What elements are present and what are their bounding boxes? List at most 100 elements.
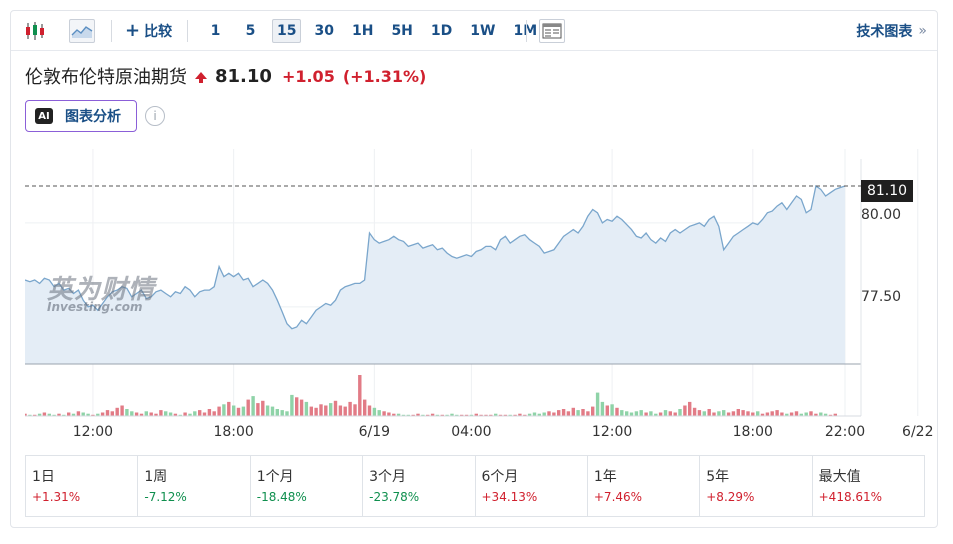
volume-bar bbox=[110, 411, 114, 416]
volume-bar bbox=[193, 411, 197, 416]
current-price-tag: 81.10 bbox=[861, 180, 913, 202]
volume-bar bbox=[760, 413, 765, 416]
x-axis-tick-label: 12:00 bbox=[591, 424, 633, 440]
interval-15[interactable]: 15 bbox=[272, 19, 302, 43]
table-view-icon[interactable] bbox=[539, 19, 565, 43]
volume-bar bbox=[348, 401, 352, 416]
perf-cell-6m[interactable]: 6个月 +34.13% bbox=[476, 456, 588, 516]
interval-1w[interactable]: 1W bbox=[470, 23, 496, 39]
interval-5[interactable]: 5 bbox=[245, 23, 256, 39]
volume-bar bbox=[411, 414, 415, 416]
info-icon[interactable]: i bbox=[145, 106, 165, 126]
instrument-title: 伦敦布伦特原油期货 bbox=[25, 67, 187, 88]
y-axis-tick-label: 80.00 bbox=[861, 207, 902, 223]
volume-bar bbox=[265, 405, 270, 416]
volume-bar bbox=[426, 414, 430, 416]
volume-bar bbox=[537, 413, 541, 416]
volume-bar bbox=[387, 412, 391, 416]
volume-bar bbox=[198, 410, 202, 416]
volume-bar bbox=[751, 412, 755, 416]
volume-bar bbox=[731, 411, 736, 416]
perf-period-label: 1周 bbox=[144, 469, 168, 485]
volume-bar bbox=[67, 412, 71, 416]
perf-cell-5y[interactable]: 5年 +8.29% bbox=[700, 456, 813, 516]
volume-bar bbox=[333, 400, 338, 416]
volume-bar bbox=[581, 409, 585, 416]
volume-bar bbox=[460, 414, 464, 416]
instrument-header: 伦敦布伦特原油期货 81.10 +1.05 (+1.31%) bbox=[25, 63, 426, 89]
plus-icon: + bbox=[125, 20, 141, 41]
perf-period-value: +8.29% bbox=[706, 490, 755, 504]
perf-cell-1y[interactable]: 1年 +7.46% bbox=[588, 456, 701, 516]
volume-bar bbox=[658, 412, 663, 416]
price-chart[interactable]: 英为财情 Investing.com 80.00 77.50 81.10 12:… bbox=[25, 149, 933, 449]
volume-bar bbox=[338, 405, 343, 416]
perf-cell-1m[interactable]: 1个月 -18.48% bbox=[251, 456, 364, 516]
volume-bar bbox=[246, 399, 250, 416]
volume-bar bbox=[479, 414, 483, 416]
interval-selector: 1 5 15 30 1H 5H 1D 1W 1M bbox=[202, 19, 550, 43]
volume-bar bbox=[654, 413, 658, 416]
volume-bar bbox=[736, 409, 740, 416]
perf-period-value: +1.31% bbox=[32, 490, 81, 504]
volume-bar bbox=[566, 411, 571, 416]
interval-1[interactable]: 1 bbox=[210, 23, 221, 39]
interval-30[interactable]: 30 bbox=[314, 23, 334, 39]
x-axis-tick-label: 18:00 bbox=[732, 424, 773, 440]
volume-bar bbox=[508, 414, 512, 416]
volume-bar bbox=[804, 412, 808, 416]
volume-bar bbox=[377, 410, 381, 416]
interval-1h[interactable]: 1H bbox=[351, 23, 374, 39]
volume-bar bbox=[639, 410, 643, 416]
volume-bar bbox=[57, 413, 61, 416]
volume-bar bbox=[532, 412, 537, 416]
interval-1d[interactable]: 1D bbox=[430, 23, 453, 39]
volume-bar bbox=[285, 411, 289, 416]
candlestick-chart-icon[interactable] bbox=[22, 19, 48, 43]
compare-button[interactable]: + 比较 bbox=[125, 20, 172, 42]
volume-bar bbox=[188, 413, 192, 416]
volume-bar bbox=[105, 410, 110, 416]
volume-bar bbox=[62, 414, 66, 416]
volume-bar bbox=[440, 414, 444, 416]
technical-chart-label: 技术图表 bbox=[856, 24, 913, 40]
perf-period-value: +7.46% bbox=[593, 490, 643, 504]
perf-cell-3m[interactable]: 3个月 -23.78% bbox=[363, 456, 476, 516]
volume-bar bbox=[697, 410, 702, 416]
ai-icon: AI bbox=[35, 108, 53, 124]
volume-bar bbox=[261, 400, 265, 416]
chart-analysis-button[interactable]: AI 图表分析 bbox=[25, 100, 137, 132]
volume-bar bbox=[353, 404, 357, 416]
volume-bar bbox=[367, 405, 372, 416]
perf-cell-max[interactable]: 最大值 +418.61% bbox=[813, 456, 924, 516]
volume-bar bbox=[741, 410, 745, 416]
interval-1m[interactable]: 1M bbox=[508, 19, 542, 43]
volume-bar bbox=[712, 412, 716, 416]
volume-bar bbox=[828, 414, 833, 416]
interval-5h[interactable]: 5H bbox=[391, 23, 413, 39]
chart-toolbar: + 比较 1 5 15 30 1H 5H 1D 1W 1M bbox=[11, 11, 937, 51]
perf-cell-1w[interactable]: 1周 -7.12% bbox=[138, 456, 251, 516]
technical-chart-link[interactable]: 技术图表 » bbox=[856, 21, 927, 41]
perf-cell-1d[interactable]: 1日 +1.31% bbox=[26, 456, 139, 516]
area-chart-icon[interactable] bbox=[69, 19, 95, 43]
volume-bar bbox=[644, 412, 648, 416]
x-axis-tick-label: 6/19 bbox=[358, 424, 391, 440]
volume-bar bbox=[324, 405, 328, 416]
volume-bar bbox=[518, 413, 522, 416]
chart-analysis-label: 图表分析 bbox=[65, 109, 121, 125]
volume-bar bbox=[299, 399, 304, 416]
volume-bar bbox=[726, 412, 731, 416]
perf-period-value: -23.78% bbox=[369, 490, 420, 504]
double-chevron-right-icon: » bbox=[918, 23, 927, 39]
volume-bar bbox=[91, 414, 95, 416]
volume-bar bbox=[392, 413, 396, 416]
last-price: 81.10 bbox=[215, 65, 272, 87]
volume-bar bbox=[464, 414, 469, 416]
performance-table: 1日 +1.31% 1周 -7.12% 1个月 -18.48% 3个月 -23.… bbox=[25, 455, 925, 517]
volume-bar bbox=[746, 411, 750, 416]
volume-bar bbox=[600, 401, 605, 416]
volume-bar bbox=[314, 407, 318, 416]
volume-bar bbox=[406, 414, 410, 416]
volume-bar bbox=[610, 404, 614, 416]
